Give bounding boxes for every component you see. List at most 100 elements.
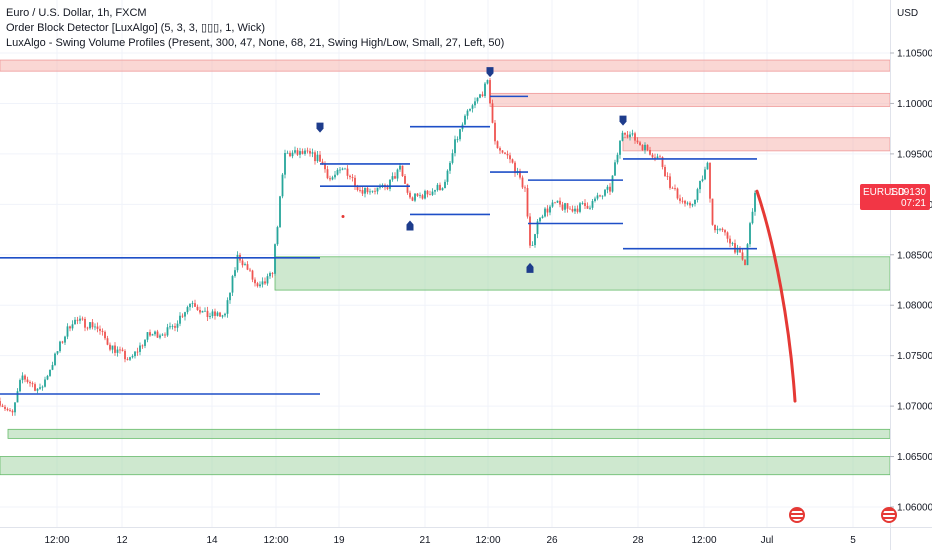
candle-body <box>576 208 579 212</box>
candle-body <box>46 375 49 380</box>
candle-body <box>671 187 674 189</box>
candle-body <box>401 165 404 177</box>
x-tick-label: 14 <box>206 535 218 546</box>
candle-body <box>134 351 136 357</box>
candle-body <box>196 306 199 311</box>
candle-body <box>506 153 509 156</box>
candle-body <box>354 177 356 187</box>
candle-body <box>451 153 454 163</box>
candle-body <box>511 159 514 163</box>
supply-zone <box>622 137 891 152</box>
candle-body <box>519 170 521 178</box>
candle-body <box>369 191 371 193</box>
candle-body <box>249 269 251 271</box>
candle-body <box>109 344 111 350</box>
candle-body <box>639 142 641 145</box>
price-unit: USD <box>897 8 919 19</box>
candle-body <box>211 311 214 317</box>
candle-body <box>224 313 226 316</box>
candle-body <box>64 336 66 343</box>
candle-body <box>194 303 196 307</box>
candle-body <box>689 202 691 206</box>
candle-body <box>729 238 731 244</box>
candle-body <box>144 339 146 346</box>
candle-body <box>234 270 236 277</box>
y-tick-label: 1.06000 <box>897 503 932 514</box>
candlestick-series <box>0 77 756 416</box>
candle-body <box>631 133 634 135</box>
candle-body <box>41 386 44 388</box>
candle-body <box>411 197 414 201</box>
candle-body <box>559 200 561 205</box>
swing-markers <box>316 67 627 273</box>
candle-body <box>86 327 89 329</box>
supply-zone <box>489 92 891 107</box>
candle-body <box>121 349 124 351</box>
candle-body <box>374 190 376 192</box>
candle-body <box>629 134 631 138</box>
candle-body <box>509 155 511 160</box>
candle-body <box>591 201 594 208</box>
price-tag-value: 1.09130 <box>889 187 926 198</box>
candle-body <box>681 200 684 202</box>
candle-body <box>186 307 189 313</box>
candle-body <box>731 243 734 244</box>
candle-body <box>359 189 361 191</box>
indicator-swing-volume[interactable]: LuxAlgo - Swing Volume Profiles (Present… <box>6 37 505 49</box>
candle-body <box>739 248 741 253</box>
symbol-title[interactable]: Euro / U.S. Dollar, 1h, FXCM <box>6 7 147 19</box>
price-axis: 1.06000 1.06500 1.07000 1.07500 1.08000 1.085… <box>890 48 932 514</box>
candle-body <box>261 281 264 285</box>
candle-body <box>526 188 529 217</box>
price-tag-symbol: EURUSD <box>863 187 906 198</box>
y-tick-label: 1.07000 <box>897 402 932 413</box>
candle-body <box>231 276 234 293</box>
candle-body <box>351 177 354 178</box>
candle-body <box>709 162 711 199</box>
candle-body <box>749 223 751 245</box>
candle-body <box>414 193 416 201</box>
candle-body <box>656 156 659 159</box>
candle-body <box>241 260 244 266</box>
candle-body <box>471 105 474 109</box>
candle-body <box>741 252 744 260</box>
chart-legend: Euro / U.S. Dollar, 1h, FXCM Order Block… <box>6 6 504 51</box>
y-tick-label: 1.08500 <box>897 250 932 261</box>
y-tick-label: 1.07500 <box>897 351 932 362</box>
candle-body <box>349 175 351 178</box>
candle-body <box>106 338 109 345</box>
candle-body <box>394 176 396 179</box>
indicator-order-block[interactable]: Order Block Detector [LuxAlgo] (5, 3, 3,… <box>6 22 266 34</box>
candle-body <box>206 310 209 317</box>
candle-body <box>614 162 616 176</box>
candle-body <box>734 243 736 253</box>
candle-body <box>489 80 491 104</box>
candle-body <box>466 110 469 116</box>
us-flag-icon[interactable] <box>881 507 897 523</box>
candle-body <box>81 318 84 320</box>
candle-body <box>21 375 24 381</box>
candle-body <box>266 276 269 284</box>
candle-body <box>84 318 86 328</box>
candle-body <box>216 312 219 316</box>
candle-body <box>336 169 339 175</box>
us-flag-icon[interactable] <box>789 507 805 523</box>
candle-body <box>556 200 559 203</box>
candle-body <box>341 168 344 170</box>
candle-body <box>561 204 564 210</box>
candle-body <box>554 202 556 204</box>
candle-body <box>286 152 289 154</box>
candle-body <box>331 177 334 180</box>
candle-body <box>254 279 256 284</box>
candle-body <box>176 323 179 328</box>
candle-body <box>111 345 114 350</box>
candle-body <box>454 139 456 154</box>
candle-body <box>166 327 169 336</box>
candle-body <box>396 169 399 179</box>
candle-body <box>101 330 104 332</box>
candle-body <box>291 152 294 157</box>
candle-body <box>716 228 719 231</box>
candle-body <box>479 94 481 98</box>
candle-body <box>601 195 604 197</box>
